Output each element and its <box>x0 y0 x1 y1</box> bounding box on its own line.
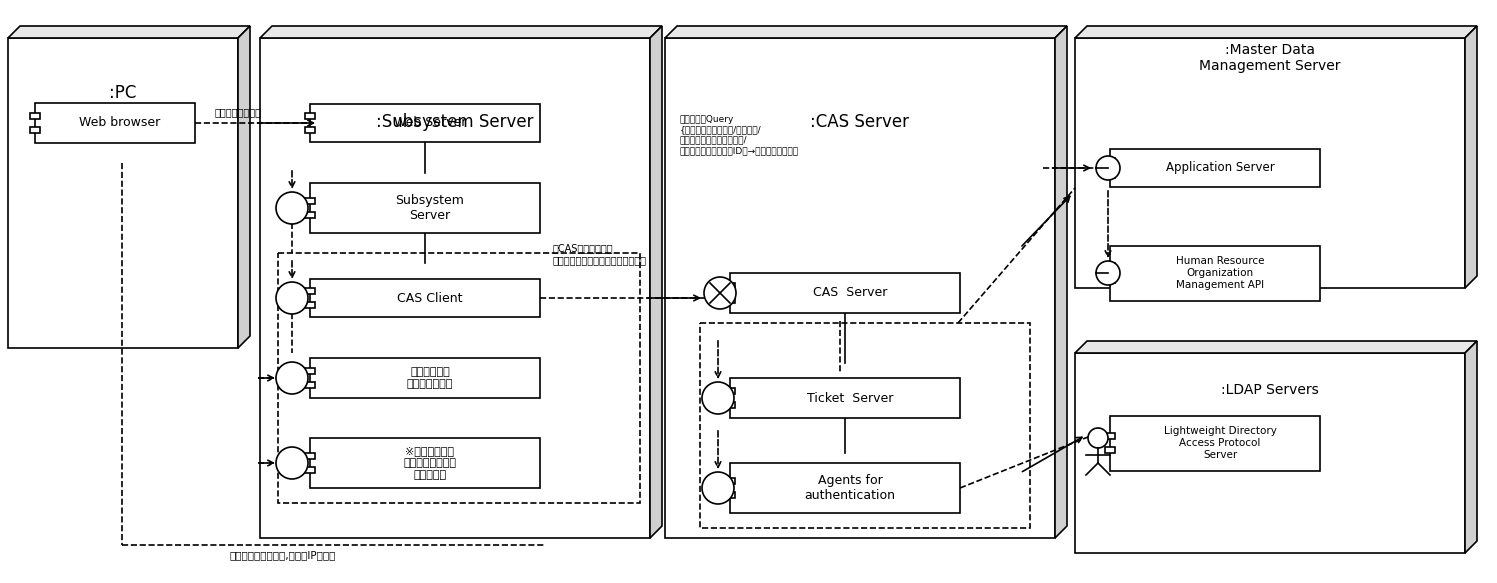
Polygon shape <box>650 26 662 538</box>
Bar <box>725 388 735 394</box>
Text: Application Server: Application Server <box>1166 161 1274 174</box>
Polygon shape <box>665 38 1055 538</box>
Text: Human Resource
Organization
Management API: Human Resource Organization Management A… <box>1175 257 1265 290</box>
Circle shape <box>704 277 737 309</box>
Polygon shape <box>1055 26 1067 538</box>
Bar <box>305 212 314 218</box>
Bar <box>1105 158 1115 164</box>
Text: CAS Client: CAS Client <box>397 292 463 304</box>
Bar <box>30 113 40 119</box>
Bar <box>1105 263 1115 269</box>
Polygon shape <box>1075 341 1478 353</box>
Bar <box>305 302 314 308</box>
Bar <box>305 368 314 374</box>
Text: :LDAP Servers: :LDAP Servers <box>1222 383 1319 397</box>
Bar <box>305 288 314 294</box>
Text: :CAS Server: :CAS Server <box>810 113 910 131</box>
Text: :Subsystem Server: :Subsystem Server <box>376 113 534 131</box>
Circle shape <box>275 282 308 314</box>
Polygon shape <box>731 273 960 313</box>
Bar <box>725 283 735 289</box>
Text: 《通常サービス》: 《通常サービス》 <box>216 107 262 117</box>
Polygon shape <box>7 38 238 348</box>
Text: Ticket  Server: Ticket Server <box>807 392 894 405</box>
Circle shape <box>1088 428 1108 448</box>
Text: Web Server: Web Server <box>394 117 466 129</box>
Bar <box>725 297 735 303</box>
Polygon shape <box>1075 353 1466 553</box>
Polygon shape <box>1109 149 1320 187</box>
Polygon shape <box>731 378 960 418</box>
Bar <box>725 478 735 484</box>
Text: Lightweight Directory
Access Protocol
Server: Lightweight Directory Access Protocol Se… <box>1163 426 1277 459</box>
Polygon shape <box>7 26 250 38</box>
Polygon shape <box>310 279 540 317</box>
Polygon shape <box>665 26 1067 38</box>
Circle shape <box>275 362 308 394</box>
Polygon shape <box>1075 38 1466 288</box>
Polygon shape <box>1466 26 1478 288</box>
Polygon shape <box>1466 341 1478 553</box>
Text: 《CASプロトコル：
チケット交換，サブシステム種類》: 《CASプロトコル： チケット交換，サブシステム種類》 <box>552 243 647 265</box>
Text: 《認可情報Query
{ログイン利用者区分/認証方式/
　アクセス元ロケーション/
　ログイン先システムID｝→認可資源リスト》: 《認可情報Query {ログイン利用者区分/認証方式/ アクセス元ロケーション/… <box>680 115 799 155</box>
Polygon shape <box>310 358 540 398</box>
Bar <box>305 453 314 459</box>
Bar <box>305 467 314 473</box>
Circle shape <box>275 192 308 224</box>
Polygon shape <box>310 104 540 142</box>
Text: Subsystem
Server: Subsystem Server <box>395 194 464 222</box>
Polygon shape <box>310 183 540 233</box>
Bar <box>1105 277 1115 283</box>
Text: :PC: :PC <box>109 85 136 103</box>
Bar <box>305 382 314 388</box>
Polygon shape <box>238 26 250 348</box>
Polygon shape <box>260 38 650 538</box>
Polygon shape <box>1075 26 1478 38</box>
Polygon shape <box>1109 245 1320 300</box>
Circle shape <box>1096 261 1120 285</box>
Bar <box>30 127 40 133</box>
Bar <box>725 492 735 498</box>
Bar <box>305 113 314 119</box>
Text: Agents for
authentication: Agents for authentication <box>804 474 895 502</box>
Circle shape <box>702 382 734 414</box>
Text: 《ログイン方式選択,接続元IP情報》: 《ログイン方式選択,接続元IP情報》 <box>231 550 337 560</box>
Polygon shape <box>260 26 662 38</box>
Bar <box>725 402 735 408</box>
Polygon shape <box>1109 416 1320 470</box>
Text: 認可に基づく
サービス判定部: 認可に基づく サービス判定部 <box>407 367 454 389</box>
Text: ※名寄せの場合
レガシーシステム
連携処理部: ※名寄せの場合 レガシーシステム 連携処理部 <box>404 447 457 480</box>
Polygon shape <box>310 438 540 488</box>
Polygon shape <box>34 103 195 143</box>
Bar <box>1105 433 1115 439</box>
Circle shape <box>275 447 308 479</box>
Bar <box>1105 172 1115 178</box>
Text: CAS  Server: CAS Server <box>813 286 888 300</box>
Circle shape <box>702 472 734 504</box>
Bar <box>305 198 314 204</box>
Text: :Master Data
Management Server: :Master Data Management Server <box>1199 43 1341 73</box>
Bar <box>305 127 314 133</box>
Polygon shape <box>731 463 960 513</box>
Circle shape <box>1096 156 1120 180</box>
Text: Web browser: Web browser <box>79 117 160 129</box>
Bar <box>1105 447 1115 453</box>
